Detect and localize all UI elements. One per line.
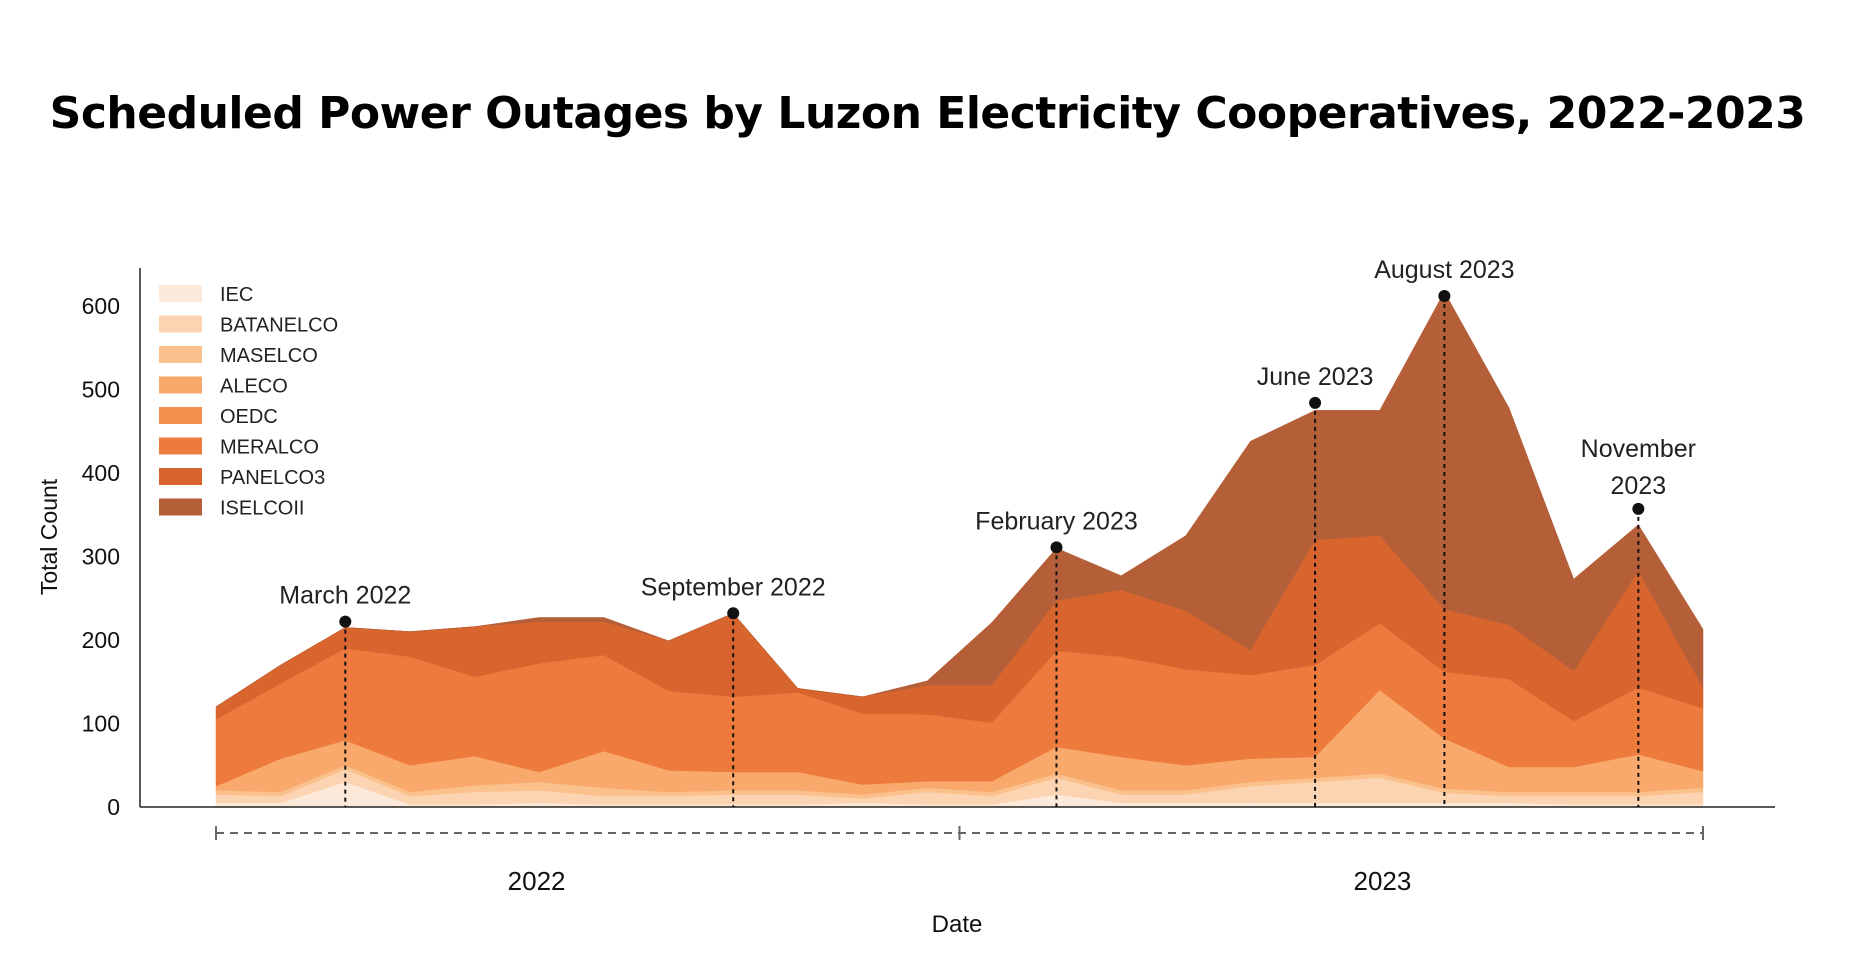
legend-swatch [159, 376, 202, 394]
area-iselcoii [215, 291, 1704, 708]
legend-label: IEC [220, 284, 253, 306]
axes: 0 100 200 300 400 500 600 Total Count Date [36, 268, 1775, 938]
annotation-marker [339, 615, 352, 628]
chart-title: Scheduled Power Outages by Luzon Electri… [49, 88, 1806, 139]
annotation-label: November [1581, 435, 1696, 463]
legend-label: BATANELCO [220, 315, 338, 337]
legend-swatch [159, 315, 202, 333]
legend-label: ALECO [220, 376, 288, 398]
legend-label: MASELCO [220, 345, 318, 367]
y-tick-label: 600 [82, 293, 120, 319]
annotation-label: September 2022 [641, 573, 826, 601]
annotation-marker [1438, 289, 1451, 302]
annotation-marker [1309, 396, 1322, 409]
y-tick-label: 100 [82, 711, 120, 737]
area-layers [215, 291, 1704, 808]
legend-swatch [159, 407, 202, 424]
y-tick-label: 400 [82, 460, 120, 486]
annotations: March 2022 September 2022 February 2023 Jun… [279, 256, 1696, 807]
x-axis-label: Date [932, 911, 983, 938]
year-label-2023: 2023 [1353, 866, 1411, 896]
legend-label: MERALCO [220, 437, 319, 459]
annotation-label: 2023 [1611, 472, 1667, 500]
annotation-marker [1632, 502, 1645, 515]
legend-swatch [159, 346, 202, 363]
annotation-marker [727, 607, 740, 620]
legend-swatch [159, 468, 202, 485]
legend-swatch [159, 437, 202, 455]
legend-label: PANELCO3 [220, 467, 325, 489]
legend-label: OEDC [220, 406, 278, 428]
annotation-label: August 2023 [1374, 256, 1514, 284]
y-tick-label: 500 [82, 377, 120, 403]
legend-label: ISELCOII [220, 498, 304, 520]
legend-swatch [159, 285, 202, 302]
legend: IEC BATANELCO MASELCO ALECO OEDC MERALCO PANEL… [159, 284, 338, 520]
y-tick-label: 200 [82, 627, 120, 653]
y-tick-label: 0 [107, 794, 120, 820]
annotation-marker [1050, 541, 1063, 554]
annotation-label: February 2023 [975, 507, 1138, 535]
annotation-label: March 2022 [279, 582, 411, 610]
legend-swatch [159, 498, 202, 516]
y-axis-label: Total Count [36, 478, 62, 595]
year-label-2022: 2022 [508, 866, 566, 896]
y-tick-label: 300 [82, 544, 120, 570]
annotation-label: June 2023 [1257, 363, 1374, 391]
year-brackets: 2022 2023 [215, 826, 1704, 896]
